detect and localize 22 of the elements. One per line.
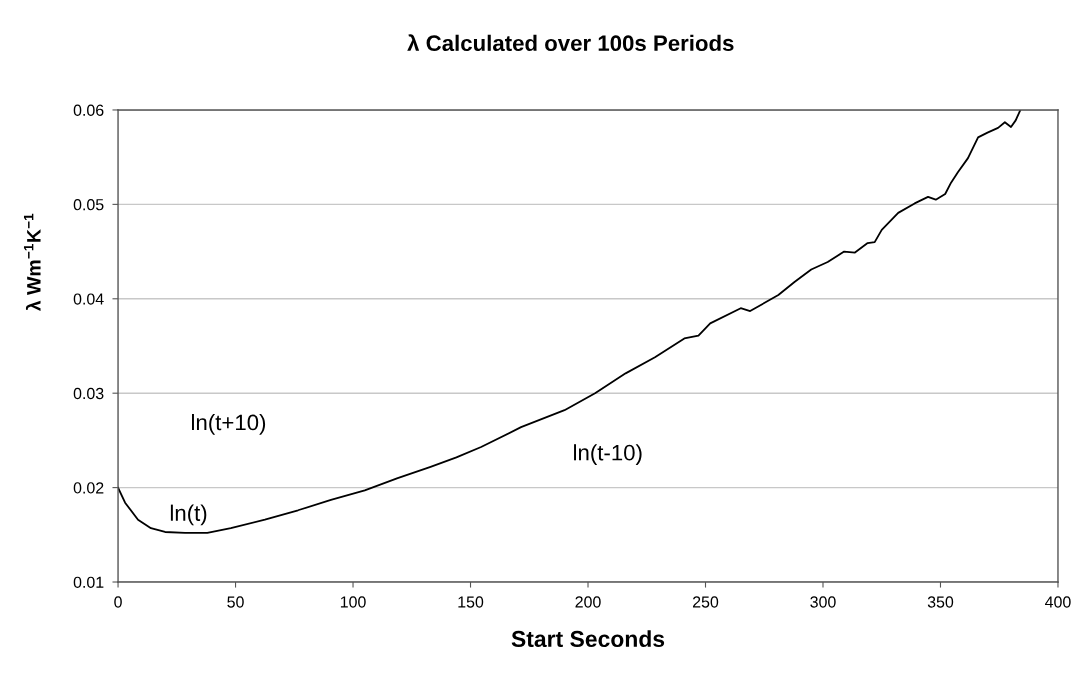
y-tick-label: 0.06 — [73, 104, 104, 116]
annotation: ln(t+10) — [192, 413, 266, 435]
x-tick-label: 300 — [810, 596, 836, 608]
x-tick-label: 200 — [575, 596, 601, 608]
y-tick-label: 0.02 — [73, 482, 104, 494]
x-tick-label: 150 — [458, 596, 484, 608]
y-tick-label: 0.04 — [73, 293, 104, 305]
line-series — [118, 109, 1022, 534]
y-tick-label: 0.03 — [73, 387, 104, 400]
y-tick-label: 0.05 — [73, 199, 104, 211]
annotation: ln(t) — [170, 504, 207, 526]
x-tick-label: 400 — [1045, 596, 1071, 608]
annotation: ln(t-10) — [574, 444, 642, 465]
x-tick-label: 50 — [227, 596, 244, 608]
y-axis-title: λ Wm$^{−1}$K$^{−1}$ — [23, 213, 41, 312]
x-axis-title: Start Seconds — [511, 630, 665, 648]
y-tick-label: 0.01 — [73, 576, 104, 588]
x-tick-label: 100 — [340, 596, 366, 608]
x-tick-label: 0 — [114, 596, 122, 608]
x-tick-label: 250 — [692, 596, 719, 608]
chart-title: λ Calculated over 100s Periods — [407, 34, 734, 52]
x-tick-label: 350 — [927, 596, 954, 608]
